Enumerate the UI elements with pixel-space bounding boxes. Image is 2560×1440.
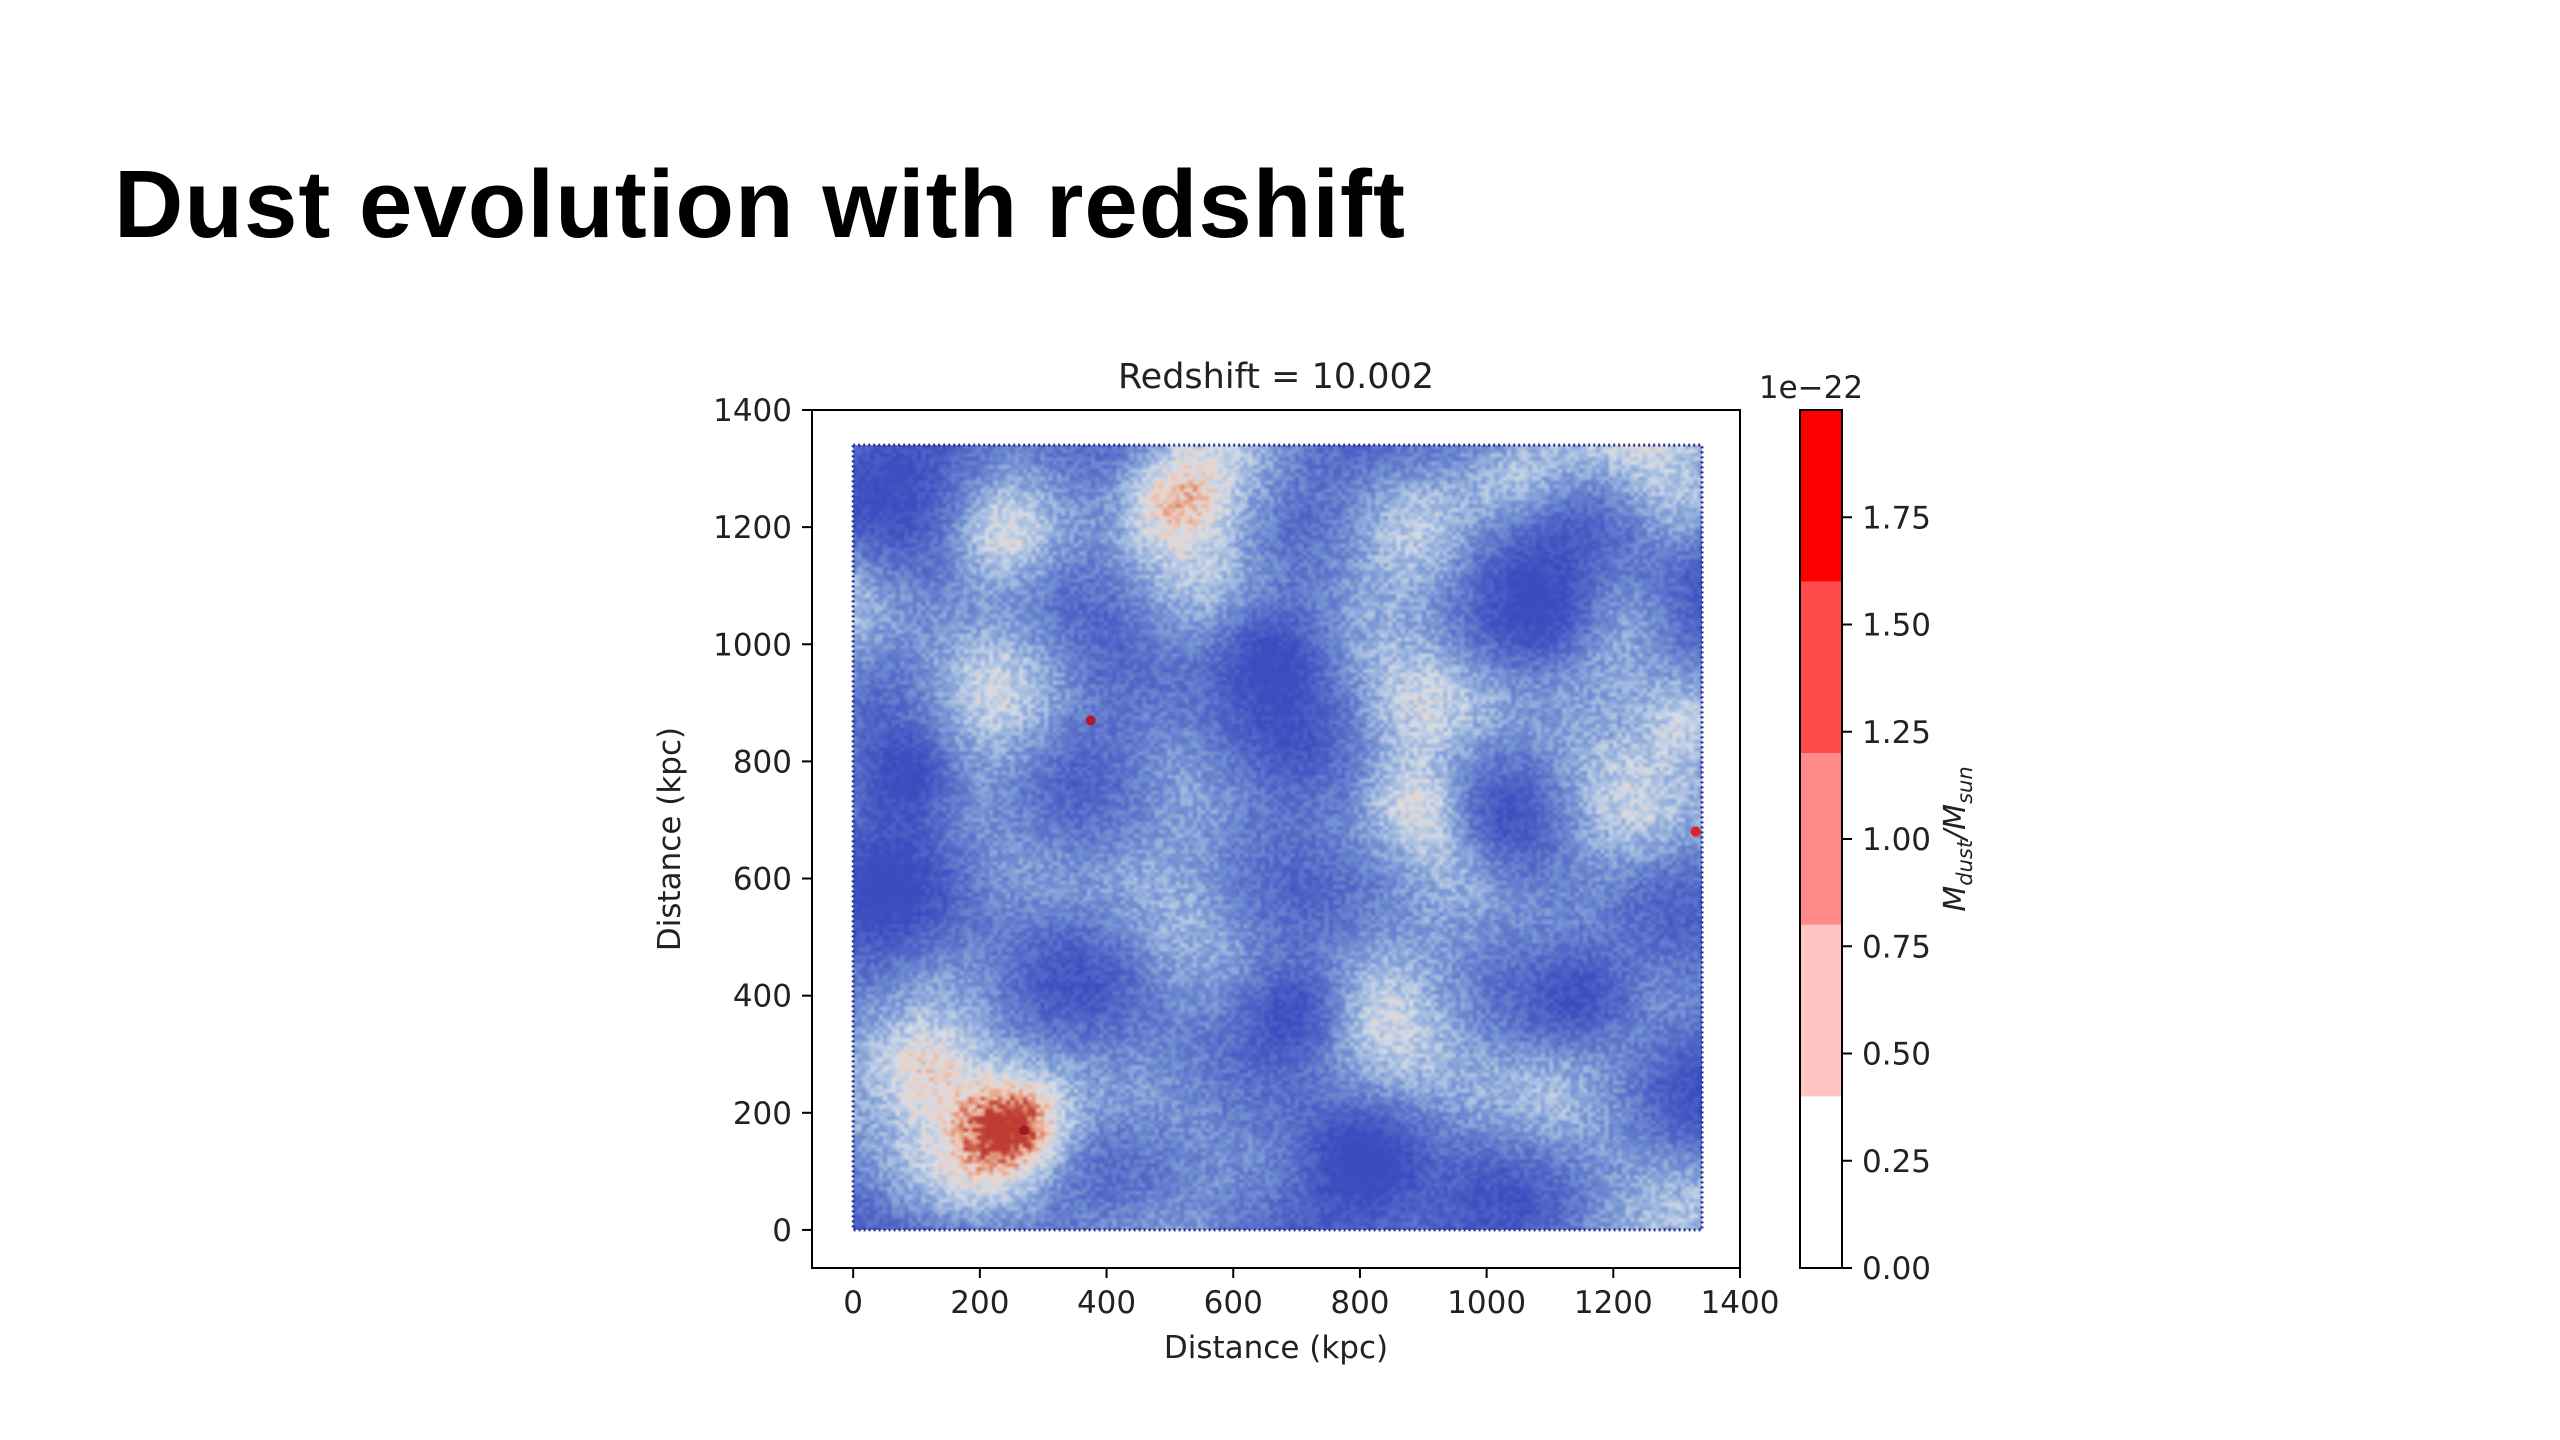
colorbar-tick-label: 1.00 <box>1862 822 1931 858</box>
x-axis-label: Distance (kpc) <box>1164 1330 1388 1366</box>
point-marker <box>1690 826 1701 837</box>
colorbar-tick-label: 0.00 <box>1862 1251 1931 1287</box>
y-tick-label: 0 <box>772 1213 792 1249</box>
y-axis-label: Distance (kpc) <box>652 727 688 951</box>
colorbar-tick-label: 1.75 <box>1862 500 1931 536</box>
y-tick-label: 1200 <box>713 510 792 546</box>
dust-heatmap <box>853 445 1702 1230</box>
y-tick-label: 800 <box>733 744 792 780</box>
colorbar-tick-label: 0.50 <box>1862 1037 1931 1073</box>
x-tick-label: 600 <box>1204 1285 1263 1321</box>
colorbar-bin <box>1800 410 1842 582</box>
y-tick-label: 600 <box>733 862 792 898</box>
colorbar-bin <box>1800 1096 1842 1268</box>
colorbar-tick-label: 0.75 <box>1862 929 1931 965</box>
plot-frame <box>811 409 1741 1269</box>
colorbar-bin <box>1800 924 1842 1097</box>
point-markers <box>1019 715 1701 1136</box>
x-axis: 0 200 400 600 800 1000 1200 1400 <box>843 1268 1779 1321</box>
slide-title: Dust evolution with redshift <box>114 151 1406 258</box>
colorbar-tick-label: 1.50 <box>1862 608 1931 644</box>
chart-title: Redshift = 10.002 <box>1118 357 1434 397</box>
y-tick-label: 200 <box>733 1096 792 1132</box>
point-marker <box>1019 1125 1030 1136</box>
colorbar-label-sub1: dust <box>1953 839 1977 886</box>
x-tick-label: 1000 <box>1447 1285 1526 1321</box>
colorbar-label-main: M <box>1938 886 1973 912</box>
x-tick-label: 200 <box>950 1285 1009 1321</box>
colorbar-tick-label: 0.25 <box>1862 1144 1931 1180</box>
colorbar-label-sep: /M <box>1938 804 1973 843</box>
colorbar: 0.00 0.25 0.50 0.75 1.00 1.25 1.50 1.75 <box>1799 409 1931 1287</box>
x-tick-label: 400 <box>1077 1285 1136 1321</box>
y-tick-label: 1000 <box>713 627 792 663</box>
colorbar-bin <box>1800 581 1842 754</box>
grid-border <box>851 443 1704 1232</box>
point-marker <box>1085 715 1096 726</box>
colorbar-bin <box>1800 753 1842 925</box>
x-tick-label: 1400 <box>1701 1285 1780 1321</box>
colorbar-label-sub2: sun <box>1953 766 1977 804</box>
colorbar-tick-label: 1.25 <box>1862 715 1931 751</box>
y-tick-label: 1400 <box>713 393 792 429</box>
x-tick-label: 0 <box>843 1285 863 1321</box>
x-tick-label: 800 <box>1330 1285 1389 1321</box>
y-axis: 0 200 400 600 800 1000 1200 1400 <box>713 393 812 1249</box>
colorbar-offset-text: 1e−22 <box>1759 370 1863 406</box>
x-tick-label: 1200 <box>1574 1285 1653 1321</box>
y-tick-label: 400 <box>733 979 792 1015</box>
colorbar-label: Mdust/Msun <box>1938 766 1977 911</box>
